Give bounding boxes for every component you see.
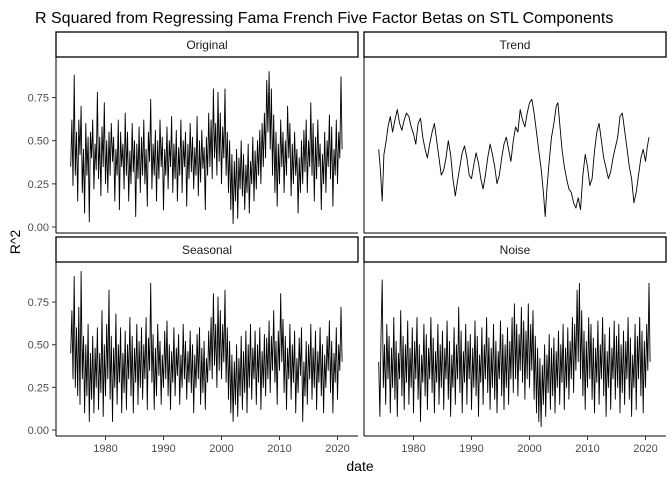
y-tick-label: 0.25 (28, 179, 49, 191)
panel-original: Original 0.00 0.25 0.50 0.75 (28, 31, 359, 234)
y-tick-label: 0.25 (28, 382, 49, 394)
y-tick-label: 0.00 (28, 222, 49, 234)
x-tick-label: 2000 (517, 443, 541, 455)
x-tick-label: 2010 (267, 443, 291, 455)
strip-trend (363, 31, 667, 58)
x-tick-label: 1990 (459, 443, 483, 455)
strip-noise (363, 236, 667, 263)
panel-trend: Trend (363, 31, 667, 234)
x-tick-label: 2020 (325, 443, 349, 455)
series-line-noise (378, 279, 651, 428)
y-tick-label: 0.75 (28, 297, 49, 309)
chart-title: R Squared from Regressing Fama French Fi… (35, 10, 613, 27)
strip-original (55, 31, 359, 58)
series-line-seasonal (70, 270, 343, 422)
x-tick-label: 1980 (93, 443, 117, 455)
y-tick-label: 0.50 (28, 136, 49, 148)
y-tick-label: 0.50 (28, 340, 49, 352)
x-tick-label: 1980 (401, 443, 425, 455)
strip-label-seasonal: Seasonal (182, 243, 232, 257)
strip-label-noise: Noise (500, 243, 531, 257)
panel-seasonal: Seasonal 0.00 0.25 0.50 0.75 1980 1990 2000 2010… (28, 236, 359, 455)
x-tick-label: 2000 (209, 443, 233, 455)
y-tick-label: 0.75 (28, 93, 49, 105)
y-tick-label: 0.00 (28, 425, 49, 437)
strip-label-trend: Trend (500, 38, 531, 52)
panel-noise: Noise 1980 1990 2000 2010 2020 (363, 236, 667, 455)
strip-seasonal (55, 236, 359, 263)
y-axis-label: R^2 (7, 230, 23, 255)
series-line-trend (378, 98, 650, 218)
strip-label-original: Original (186, 38, 227, 52)
x-tick-label: 1990 (151, 443, 175, 455)
x-tick-label: 2010 (575, 443, 599, 455)
x-axis-label: date (346, 458, 373, 474)
facet-panels: Original 0.00 0.25 0.50 0.75 Trend Seasonal 0.0… (28, 31, 667, 455)
x-tick-label: 2020 (633, 443, 657, 455)
series-line-original (70, 71, 343, 224)
